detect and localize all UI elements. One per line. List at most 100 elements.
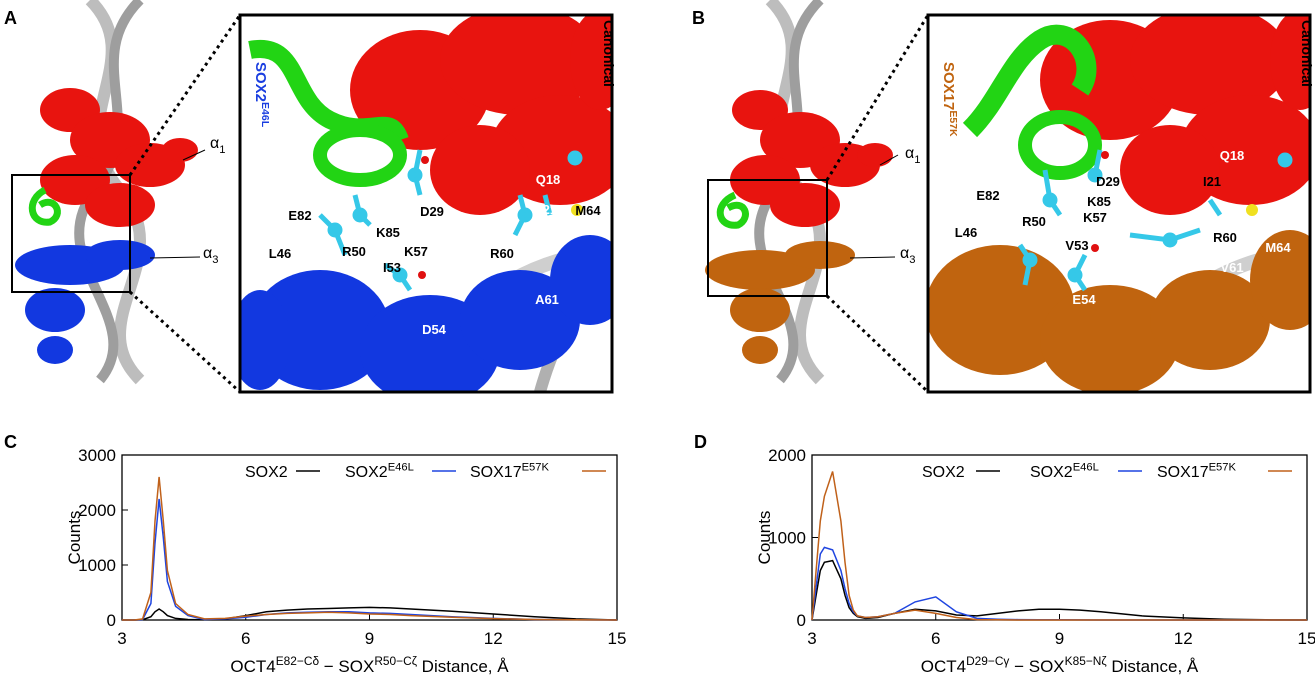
variant-label: SOX17E57K [940, 62, 959, 137]
helix-label: α3 [900, 245, 915, 266]
residue-label: Q18 [536, 172, 561, 187]
x-axis-label-part: Distance, Å [417, 657, 509, 676]
x-axis-label-part: D29−Cγ [966, 654, 1009, 668]
legend-label-part: E57K [1209, 462, 1237, 474]
x-axis-label-part: E82−Cδ [276, 654, 320, 668]
legend-label: SOX2E46L [1030, 462, 1099, 481]
molecule-overview-b [705, 0, 930, 394]
x-tick-label: 15 [1298, 629, 1315, 648]
y-tick-label: 3000 [78, 446, 116, 465]
molecule-inset-a [240, 15, 612, 392]
residue-label: I21 [1203, 174, 1221, 189]
helix-label-part: α [900, 245, 909, 262]
residue-label: K57 [1083, 210, 1107, 225]
residue-label: M64 [1265, 240, 1291, 255]
residue-label: T22 [1157, 214, 1179, 229]
helix-label: α3 [203, 245, 218, 266]
residue-label: T22 [475, 216, 497, 231]
x-tick-label: 12 [1174, 629, 1193, 648]
panel-label: D [694, 432, 707, 452]
x-axis-label-part: − SOX [1009, 657, 1064, 676]
helix-label-part: α [210, 135, 219, 152]
variant-label-part: E57K [947, 110, 959, 137]
helix-label-part: 3 [909, 254, 915, 266]
helix-label-part: α [203, 245, 212, 262]
residue-label: I21 [539, 202, 557, 217]
series-line [811, 471, 1307, 621]
residue-label: K85 [1087, 194, 1111, 209]
residue-label: E54 [1072, 292, 1096, 307]
residue-label: A61 [535, 292, 559, 307]
legend-label: SOX17E57K [470, 462, 549, 481]
state-label: Canonical [1299, 20, 1315, 87]
residue-label: M64 [575, 203, 601, 218]
y-tick-label: 2000 [78, 501, 116, 520]
y-tick-label: 2000 [768, 446, 806, 465]
legend-label-part: SOX17 [470, 464, 522, 481]
y-axis-label: Counts [755, 511, 774, 565]
variant-label-part: SOX2 [252, 62, 269, 102]
residue-label: L46 [955, 225, 977, 240]
series-line [122, 476, 618, 621]
inset-frame [238, 13, 614, 394]
residue-label: K85 [376, 225, 400, 240]
series-line [811, 559, 1308, 621]
legend-label-part: SOX2 [922, 464, 965, 481]
helix-label-part: α [905, 145, 914, 162]
series-line [122, 498, 618, 621]
helix-label: α1 [905, 145, 920, 166]
y-tick-label: 0 [797, 611, 806, 630]
variant-label-part: SOX17 [940, 62, 957, 110]
x-axis-label-part: K85−Nζ [1065, 654, 1108, 668]
legend-label: SOX2E46L [345, 462, 414, 481]
y-axis-label: Counts [65, 511, 84, 565]
x-axis-label: OCT4D29−Cγ − SOXK85−Nζ Distance, Å [921, 654, 1199, 676]
x-tick-label: 6 [241, 629, 250, 648]
residue-label: R60 [490, 246, 514, 261]
helix-label-part: 3 [212, 254, 218, 266]
legend-label-part: SOX2 [1030, 464, 1073, 481]
residue-label: R50 [342, 244, 366, 259]
x-axis-label-part: − SOX [319, 657, 374, 676]
inset-frame [926, 13, 1312, 394]
x-axis-label-part: Distance, Å [1107, 657, 1199, 676]
residue-label: D29 [1096, 174, 1120, 189]
x-tick-label: 15 [608, 629, 627, 648]
variant-label: SOX2E46L [252, 62, 271, 128]
y-tick-label: 0 [107, 611, 116, 630]
x-tick-label: 6 [931, 629, 940, 648]
helix-label-part: 1 [219, 144, 225, 156]
helix-label-part: 1 [914, 154, 920, 166]
residue-label: E82 [288, 208, 311, 223]
residue-label: R50 [1022, 214, 1046, 229]
residue-label: Q18 [1220, 148, 1245, 163]
residue-label: D54 [422, 322, 447, 337]
residue-label: R60 [1213, 230, 1237, 245]
legend-label-part: E46L [388, 462, 414, 474]
x-tick-label: 9 [1055, 629, 1064, 648]
legend-label: SOX17E57K [1157, 462, 1236, 481]
panel-label: C [4, 432, 17, 452]
legend-label-part: SOX17 [1157, 464, 1209, 481]
panel-label: A [4, 8, 17, 28]
legend-label-part: SOX2 [345, 464, 388, 481]
residue-label: K57 [404, 244, 428, 259]
x-axis-label-part: OCT4 [921, 657, 966, 676]
legend-label-part: E57K [522, 462, 550, 474]
x-axis-label-part: R50−Cζ [374, 654, 417, 668]
legend-label-part: E46L [1073, 462, 1099, 474]
molecule-inset-b [928, 15, 1310, 392]
residue-label: I53 [383, 260, 401, 275]
y-tick-label: 1000 [768, 529, 806, 548]
x-tick-label: 9 [365, 629, 374, 648]
state-label: Canonical [601, 20, 617, 87]
panel-label: B [692, 8, 705, 28]
x-tick-label: 12 [484, 629, 503, 648]
residue-label: D29 [420, 204, 444, 219]
helix-label: α1 [210, 135, 225, 156]
legend-label-part: SOX2 [245, 464, 288, 481]
x-tick-label: 3 [117, 629, 126, 648]
x-axis-label: OCT4E82−Cδ − SOXR50−Cζ Distance, Å [230, 654, 509, 676]
y-tick-label: 1000 [78, 556, 116, 575]
